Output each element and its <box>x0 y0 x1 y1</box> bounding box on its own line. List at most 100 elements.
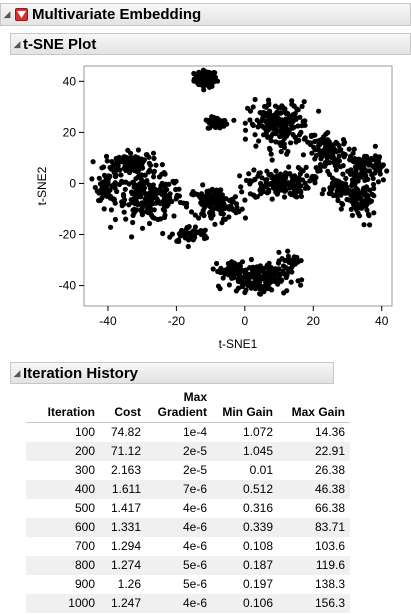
cell-max-gradient: 4e-6 <box>182 501 207 515</box>
cell-iteration: 1000 <box>26 594 100 613</box>
scatter-point <box>352 194 358 200</box>
scatter-point <box>239 189 245 195</box>
scatter-point <box>150 214 156 220</box>
scatter-point <box>360 188 366 194</box>
y-tick-label: -20 <box>59 228 77 242</box>
column-header-cost[interactable]: Cost <box>100 389 146 423</box>
scatter-point <box>325 130 331 136</box>
scatter-point <box>285 119 291 125</box>
tsne-plot-header[interactable]: ◢ t-SNE Plot <box>10 33 411 55</box>
scatter-point <box>281 144 287 151</box>
cell-iteration: 700 <box>74 539 95 553</box>
scatter-point <box>254 117 260 123</box>
cell-max-gradient: 5e-6 <box>146 556 212 575</box>
scatter-point <box>89 176 95 182</box>
scatter-point <box>305 185 311 191</box>
table-row: 100 74.82 1e-4 1.072 14.36 <box>26 423 350 443</box>
iteration-history-header[interactable]: ◢ Iteration History <box>10 362 334 384</box>
scatter-point <box>217 286 223 292</box>
scatter-point <box>304 173 310 179</box>
scatter-point <box>362 192 368 198</box>
y-axis: -40 -20 0 20 40 <box>59 74 84 293</box>
scatter-point <box>150 188 156 194</box>
column-header-iteration[interactable]: Iteration <box>26 389 100 423</box>
scatter-point <box>355 160 361 167</box>
scatter-point <box>255 124 261 130</box>
scatter-point <box>250 122 256 128</box>
table-row: 700 1.294 4e-6 0.108 103.6 <box>26 537 350 556</box>
scatter-point <box>178 228 184 235</box>
scatter-point <box>167 234 173 240</box>
column-header-min-gain[interactable]: Min Gain <box>212 389 278 423</box>
scatter-point <box>150 183 156 189</box>
y-tick-label: 0 <box>69 176 76 190</box>
scatter-point <box>176 193 182 199</box>
scatter-point <box>136 167 142 173</box>
scatter-point <box>151 155 157 161</box>
scatter-point <box>370 175 376 182</box>
cell-iteration: 200 <box>26 442 100 461</box>
scatter-point <box>161 214 168 221</box>
scatter-point <box>150 150 157 156</box>
scatter-point <box>103 153 110 159</box>
scatter-point <box>298 188 304 194</box>
disclosure-triangle-icon[interactable]: ◢ <box>13 367 21 378</box>
scatter-point <box>218 265 224 271</box>
scatter-point <box>235 278 241 284</box>
scatter-point <box>298 193 304 199</box>
scatter-point <box>295 278 301 284</box>
y-tick-label: -40 <box>59 279 77 293</box>
scatter-point <box>239 206 245 212</box>
scatter-point <box>333 167 339 173</box>
scatter-point <box>147 204 153 210</box>
scatter-point <box>269 266 276 273</box>
scatter-point <box>146 154 152 160</box>
multivariate-embedding-header[interactable]: ◢ Multivariate Embedding <box>0 3 411 26</box>
scatter-point <box>288 192 294 198</box>
scatter-point <box>208 203 214 209</box>
disclosure-triangle-icon[interactable]: ◢ <box>13 38 21 49</box>
scatter-point <box>287 182 293 188</box>
scatter-point <box>198 195 204 201</box>
scatter-point <box>139 225 146 231</box>
scatter-point <box>298 282 304 288</box>
scatter-point <box>275 105 281 111</box>
scatter-point <box>230 207 236 213</box>
scatter-point <box>265 122 271 128</box>
scatter-point <box>329 175 336 181</box>
scatter-point <box>295 164 301 171</box>
disclosure-triangle-icon[interactable]: ◢ <box>3 9 11 19</box>
scatter-point <box>280 263 287 269</box>
scatter-point <box>139 159 145 165</box>
scatter-point <box>237 173 243 179</box>
cell-iteration: 600 <box>26 518 100 537</box>
scatter-point <box>323 147 329 153</box>
cell-min-gain: 1.045 <box>212 442 278 461</box>
scatter-point <box>259 175 265 181</box>
scatter-point <box>348 206 354 212</box>
cell-iteration: 500 <box>74 501 95 515</box>
scatter-point <box>281 182 287 188</box>
scatter-point <box>144 178 150 184</box>
scatter-point <box>96 175 102 181</box>
red-triangle-menu-icon[interactable] <box>15 8 28 21</box>
scatter-point <box>186 224 192 230</box>
scatter-point <box>289 174 295 180</box>
cell-max-gain: 14.36 <box>314 425 345 439</box>
column-header-max-gradient[interactable]: Max Gradient <box>146 389 212 423</box>
scatter-point <box>225 272 232 278</box>
cell-max-gain: 156.3 <box>278 594 350 613</box>
scatter-point <box>130 219 136 226</box>
scatter-point <box>270 182 276 188</box>
cell-max-gain: 138.3 <box>314 577 345 591</box>
column-header-max-gain[interactable]: Max Gain <box>278 389 350 423</box>
scatter-point <box>367 222 373 228</box>
scatter-point <box>338 206 344 212</box>
scatter-point <box>285 148 291 155</box>
scatter-point <box>274 191 280 197</box>
scatter-point <box>276 258 282 264</box>
scatter-point <box>309 150 315 156</box>
scatter-point <box>312 138 318 145</box>
scatter-point <box>320 153 326 159</box>
scatter-point <box>307 178 313 184</box>
